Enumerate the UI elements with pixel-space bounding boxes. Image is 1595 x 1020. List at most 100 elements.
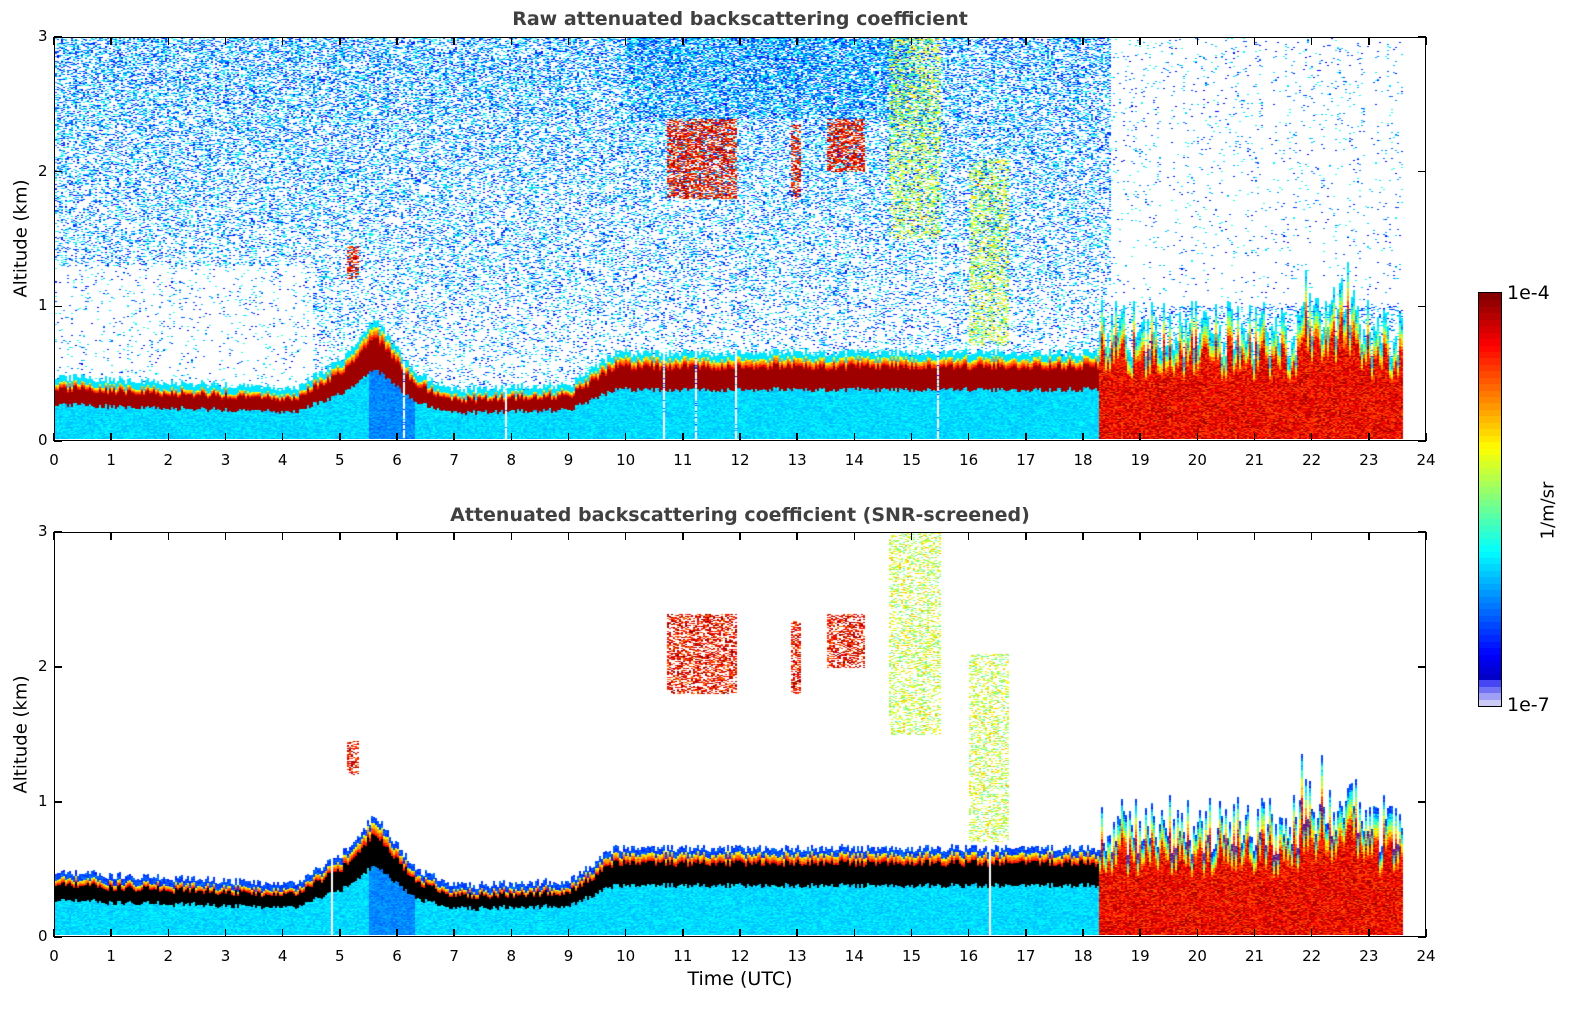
- colorbar-segment: [1479, 312, 1501, 320]
- bottom-y-axis-label: Altitude (km): [10, 675, 32, 794]
- y-tick-mark: [54, 666, 62, 668]
- x-tick-label: 2: [163, 451, 174, 469]
- colorbar-segment: [1479, 305, 1501, 314]
- x-tick-mark: [53, 929, 55, 937]
- colorbar-segment: [1479, 383, 1501, 391]
- x-tick-mark: [624, 433, 627, 441]
- y-tick-mark: [1418, 531, 1426, 533]
- x-tick-mark: [339, 433, 341, 441]
- colorbar-segment: [1479, 370, 1501, 378]
- colorbar-segment: [1479, 325, 1501, 333]
- x-tick-mark: [853, 433, 856, 441]
- x-tick-mark: [739, 929, 741, 937]
- y-tick-label: 1: [38, 792, 48, 810]
- x-tick-mark: [281, 37, 284, 45]
- x-tick-mark: [796, 37, 798, 45]
- y-tick-label: 3: [38, 27, 48, 45]
- x-tick-mark: [53, 37, 55, 45]
- x-tick-mark: [624, 37, 627, 45]
- colorbar-segment: [1479, 582, 1501, 591]
- x-tick-label: 19: [1130, 947, 1150, 965]
- x-tick-label: 10: [616, 451, 636, 469]
- x-tick-mark: [967, 929, 970, 937]
- x-tick-label: 0: [49, 947, 59, 965]
- x-tick-label: 14: [844, 947, 864, 965]
- x-tick-mark: [339, 929, 341, 937]
- x-tick-mark: [682, 37, 684, 45]
- x-tick-mark: [739, 37, 741, 45]
- x-tick-mark: [1368, 37, 1370, 45]
- colorbar-segment: [1479, 460, 1501, 468]
- x-tick-mark: [910, 929, 913, 937]
- x-tick-label: 19: [1130, 451, 1150, 469]
- colorbar-segment: [1479, 576, 1501, 584]
- colorbar-segment: [1479, 428, 1501, 436]
- x-tick-mark: [1025, 929, 1027, 937]
- colorbar-segment: [1479, 537, 1501, 546]
- x-tick-label: 13: [787, 451, 807, 469]
- colorbar-segment: [1479, 479, 1501, 488]
- bottom-panel-title: Attenuated backscattering coefficient (S…: [450, 504, 1030, 526]
- colorbar-segment: [1479, 434, 1501, 443]
- x-tick-mark: [1082, 433, 1084, 441]
- colorbar-segment: [1479, 396, 1501, 404]
- x-tick-label: 17: [1016, 451, 1036, 469]
- colorbar-segment: [1479, 402, 1501, 410]
- x-tick-label: 21: [1244, 947, 1265, 965]
- x-tick-mark: [682, 532, 684, 540]
- x-tick-label: 8: [506, 947, 517, 965]
- x-tick-mark: [281, 532, 284, 540]
- x-tick-mark: [567, 37, 570, 45]
- colorbar-segment: [1479, 505, 1501, 513]
- colorbar-segment: [1479, 338, 1501, 346]
- colorbar-segment: [1479, 550, 1501, 558]
- bottom-backscatter-image: [55, 533, 1424, 935]
- x-tick-label: 7: [449, 947, 459, 965]
- x-tick-mark: [796, 433, 798, 441]
- x-tick-mark: [967, 433, 970, 441]
- x-tick-label: 2: [163, 947, 174, 965]
- x-tick-label: 12: [730, 947, 750, 965]
- colorbar-segment: [1479, 293, 1501, 301]
- colorbar-segment: [1479, 556, 1501, 565]
- colorbar-segment: [1479, 595, 1501, 603]
- colorbar-segment: [1479, 363, 1501, 372]
- x-tick-mark: [53, 433, 55, 441]
- bottom-plot-area: [54, 532, 1426, 937]
- x-tick-label: 14: [844, 451, 864, 469]
- colorbar-segment: [1479, 518, 1501, 526]
- colorbar-segment: [1479, 466, 1501, 475]
- x-tick-mark: [1253, 433, 1256, 441]
- colorbar-segment: [1479, 647, 1501, 655]
- x-tick-mark: [510, 929, 513, 937]
- x-tick-label: 5: [335, 947, 345, 965]
- x-tick-mark: [1139, 37, 1141, 45]
- colorbar-segment: [1479, 389, 1501, 397]
- top-backscatter-image: [55, 38, 1424, 439]
- y-tick-label: 2: [38, 657, 48, 675]
- x-tick-mark: [967, 532, 970, 540]
- x-tick-label: 3: [220, 947, 231, 965]
- colorbar-segment: [1479, 569, 1501, 578]
- colorbar-segment: [1479, 608, 1501, 616]
- x-tick-mark: [853, 37, 856, 45]
- x-tick-mark: [1025, 37, 1027, 45]
- x-tick-mark: [453, 929, 455, 937]
- x-tick-label: 13: [787, 947, 807, 965]
- colorbar-segment: [1479, 672, 1501, 681]
- x-tick-mark: [853, 532, 856, 540]
- x-tick-mark: [224, 433, 227, 441]
- colorbar-segment: [1479, 653, 1501, 661]
- y-tick-mark: [1418, 936, 1426, 938]
- x-tick-mark: [1196, 532, 1199, 540]
- x-tick-label: 22: [1302, 451, 1322, 469]
- x-tick-mark: [1196, 37, 1199, 45]
- x-tick-mark: [167, 929, 170, 937]
- y-tick-mark: [54, 170, 62, 173]
- x-tick-label: 4: [277, 947, 288, 965]
- y-tick-mark: [1418, 36, 1426, 38]
- colorbar-segment: [1479, 511, 1501, 520]
- x-tick-label: 18: [1073, 451, 1093, 469]
- x-tick-mark: [910, 37, 913, 45]
- x-tick-label: 20: [1187, 947, 1207, 965]
